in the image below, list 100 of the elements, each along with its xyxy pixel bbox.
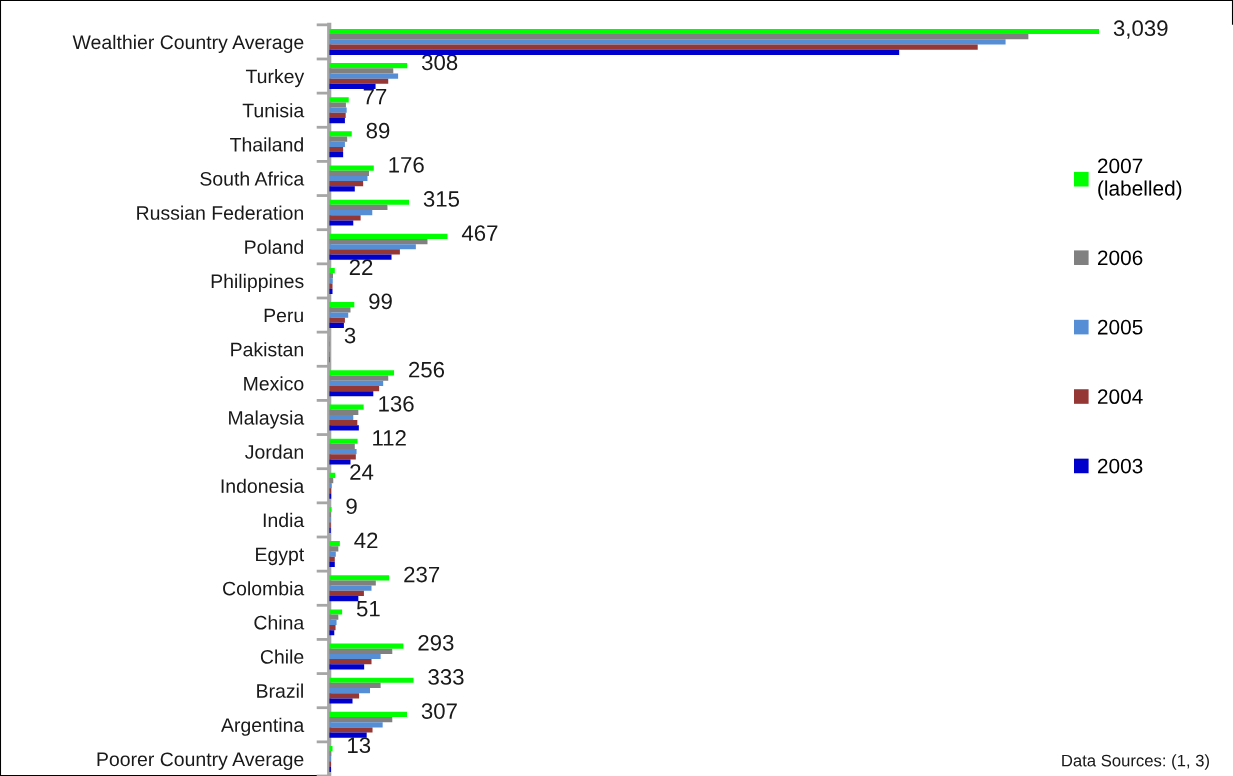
- bar: [329, 711, 407, 717]
- bar: [329, 152, 344, 158]
- bar: [329, 233, 448, 239]
- bar: [329, 585, 372, 591]
- bar: [329, 380, 384, 386]
- data-label: 237: [404, 566, 440, 583]
- bar: [329, 409, 359, 415]
- bar: [329, 181, 364, 187]
- bar: [329, 278, 333, 284]
- data-label: 42: [354, 532, 378, 549]
- bar: [329, 307, 351, 313]
- bar: [329, 78, 389, 84]
- bar: [329, 609, 343, 615]
- bar: [329, 34, 1029, 40]
- bar: [329, 575, 390, 581]
- y-tick-label: Peru: [264, 308, 303, 323]
- bar: [329, 595, 359, 602]
- bar: [329, 204, 388, 211]
- bar: [329, 131, 352, 137]
- data-label: 9: [346, 498, 357, 515]
- data-label: 99: [369, 293, 392, 310]
- data-label: 308: [421, 54, 458, 71]
- bar: [329, 63, 408, 69]
- bar: [329, 254, 392, 260]
- data-label: 3,039: [1113, 20, 1168, 39]
- bar: [329, 186, 355, 192]
- data-label: 256: [409, 361, 445, 378]
- y-tick-label: Argentina: [221, 717, 305, 736]
- y-tick-label: India: [263, 512, 305, 528]
- bar: [329, 659, 372, 665]
- bar: [329, 49, 900, 55]
- legend-label: 2004: [1097, 389, 1143, 405]
- data-label: 315: [423, 191, 460, 207]
- bar: [329, 117, 345, 124]
- bar: [329, 682, 381, 689]
- bar: [329, 443, 355, 450]
- bar: [329, 420, 358, 426]
- bar: [329, 732, 367, 738]
- y-tick-label: Wealthier Country Average: [72, 34, 304, 53]
- data-label: 24: [350, 464, 374, 480]
- bar: [329, 414, 354, 421]
- data-label: 3: [344, 327, 356, 344]
- data-label: 89: [366, 122, 390, 139]
- bar: [329, 438, 358, 444]
- bar: [329, 653, 381, 660]
- bar: [329, 449, 357, 455]
- bar: [329, 215, 361, 221]
- data-label: 307: [421, 703, 457, 719]
- bar: [329, 220, 354, 226]
- bar: [329, 175, 368, 182]
- bar: [329, 97, 349, 103]
- data-label: 112: [373, 430, 406, 446]
- bar: [329, 664, 365, 670]
- data-label: 13: [348, 737, 371, 754]
- bar: [329, 199, 410, 205]
- bar: [329, 722, 383, 728]
- bar: [329, 648, 393, 654]
- bar: [329, 68, 394, 74]
- bar: [329, 391, 374, 397]
- legend-label: 2003: [1097, 458, 1143, 474]
- bar: [329, 425, 359, 431]
- bar: [329, 385, 380, 392]
- data-label: 51: [356, 601, 380, 617]
- bar: [329, 83, 376, 90]
- y-tick-label: Turkey: [245, 69, 305, 88]
- bar: [329, 551, 336, 557]
- bar: [329, 210, 373, 216]
- bar: [329, 141, 345, 147]
- data-label: 467: [461, 225, 498, 241]
- y-tick-label: Malaysia: [229, 410, 305, 429]
- bar: [329, 170, 369, 176]
- data-label: 136: [379, 395, 414, 412]
- y-tick-label: Chile: [260, 649, 304, 664]
- bar: [329, 688, 370, 694]
- bar: [329, 619, 337, 625]
- y-tick-label: Indonesia: [221, 478, 305, 494]
- bar: [329, 312, 349, 318]
- bar: [329, 73, 399, 79]
- bar: [329, 302, 355, 308]
- bar: [329, 28, 1100, 35]
- annotation: Data Sources: (1, 3): [1062, 754, 1209, 770]
- y-tick-label: Pakistan: [231, 342, 303, 357]
- data-label: 22: [349, 259, 373, 275]
- bar: [329, 624, 336, 631]
- y-tick-label: Russian Federation: [137, 205, 303, 220]
- legend-label: 2006: [1097, 250, 1143, 266]
- y-tick-label: Tunisia: [242, 103, 305, 118]
- data-label: 176: [389, 156, 424, 173]
- bar: [329, 317, 345, 323]
- bar: [329, 375, 389, 381]
- y-tick-label: China: [254, 615, 305, 630]
- bar: [329, 146, 344, 153]
- y-tick-label: Colombia: [223, 581, 305, 596]
- bar: [329, 370, 395, 376]
- bar: [329, 102, 346, 108]
- bar: [329, 541, 340, 547]
- bar: [329, 717, 393, 723]
- bar: [329, 238, 428, 245]
- bar: [329, 590, 364, 596]
- data-label: 293: [418, 634, 454, 651]
